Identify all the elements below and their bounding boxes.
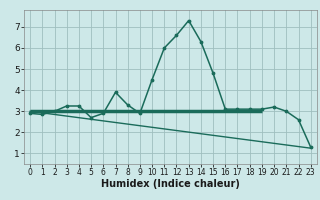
X-axis label: Humidex (Indice chaleur): Humidex (Indice chaleur) bbox=[101, 179, 240, 189]
